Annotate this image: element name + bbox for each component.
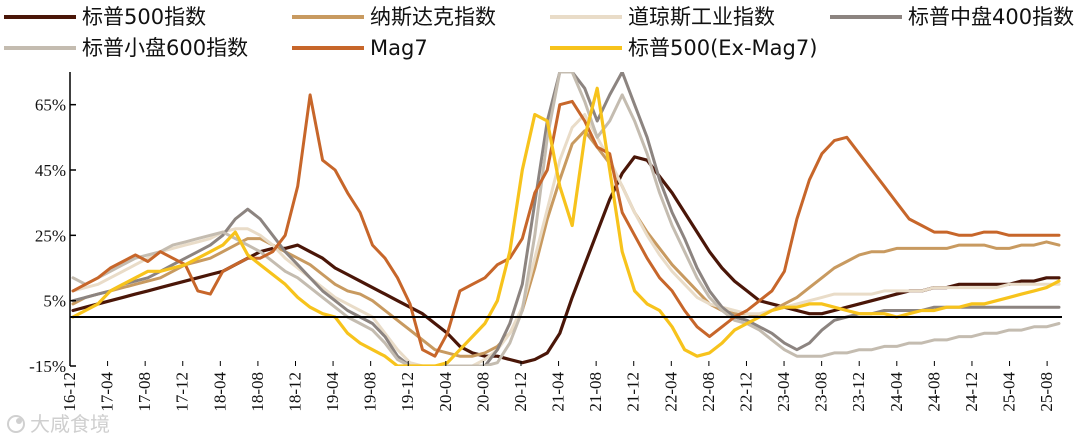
x-tick-label: 19-12 — [398, 372, 417, 412]
x-tick-label: 24-08 — [924, 372, 943, 412]
x-tick-label: 19-04 — [323, 372, 342, 412]
y-tick-label: 45% — [35, 161, 66, 180]
legend-item-2: 纳斯达克指数 — [292, 5, 496, 29]
series-line-3 — [71, 113, 1061, 366]
weibo-logo-icon — [7, 415, 25, 433]
x-tick-label: 18-04 — [210, 372, 229, 412]
x-tick-label: 17-08 — [135, 372, 154, 412]
x-tick-label: 21-08 — [586, 372, 605, 412]
watermark: 大咸食境 — [7, 412, 110, 436]
x-tick-label: 22-04 — [661, 372, 680, 412]
x-tick-label: 17-12 — [173, 372, 192, 412]
series-line-1 — [71, 155, 1061, 365]
legend-item-1: 标普500指数 — [4, 5, 206, 29]
x-tick-label: 18-08 — [248, 372, 267, 412]
series-line-4 — [71, 72, 1061, 366]
x-tick-label: 21-04 — [549, 372, 568, 412]
y-tick-label: 25% — [35, 226, 66, 245]
x-tick-label: 20-08 — [473, 372, 492, 412]
y-tick-label: -15% — [29, 357, 66, 376]
x-tick-label: 25-08 — [1037, 372, 1056, 412]
series-line-7 — [71, 86, 1061, 366]
y-tick-label: 5% — [43, 292, 66, 311]
legend-label: 标普500指数 — [82, 5, 206, 29]
x-tick-label: 24-04 — [887, 372, 906, 412]
legend-label: 纳斯达克指数 — [370, 5, 496, 29]
series-layer — [71, 72, 1061, 366]
x-tick-label: 23-04 — [774, 372, 793, 412]
legend-label: 道琼斯工业指数 — [628, 5, 775, 29]
x-tick-label: 21-12 — [624, 372, 643, 412]
x-tick-label: 25-04 — [1000, 372, 1019, 412]
legend-label: 标普小盘600指数 — [82, 36, 248, 60]
legend-label: Mag7 — [370, 36, 428, 60]
x-tick-label: 23-08 — [812, 372, 831, 412]
legend-label: 标普中盘400指数 — [908, 5, 1074, 29]
x-tick-label: 18-12 — [286, 372, 305, 412]
legend-item-5: 标普小盘600指数 — [4, 36, 248, 60]
series-line-5 — [71, 72, 1061, 366]
x-tick-label: 24-12 — [962, 372, 981, 412]
series-line-6 — [71, 93, 1061, 358]
x-tick-label: 22-08 — [699, 372, 718, 412]
legend-item-7: 标普500(Ex-Mag7) — [550, 36, 817, 60]
legend-item-3: 道琼斯工业指数 — [550, 5, 775, 29]
legend-label: 标普500(Ex-Mag7) — [628, 36, 817, 60]
y-tick-label: 65% — [35, 96, 66, 115]
x-tick-label: 19-08 — [361, 372, 380, 412]
x-tick-label: 20-12 — [511, 372, 530, 412]
x-tick-label: 20-04 — [436, 372, 455, 412]
legend-item-4: 标普中盘400指数 — [830, 5, 1074, 29]
plot-area: 65% 45% 25% 5% -15%16-12 17-04 17-08 17-12 18-04… — [29, 72, 1062, 412]
series-line-2 — [71, 129, 1061, 358]
x-tick-label: 17-04 — [98, 372, 117, 412]
legend-item-6: Mag7 — [292, 36, 428, 60]
x-tick-label: 23-12 — [849, 372, 868, 412]
axes-layer: 65% 45% 25% 5% -15%16-12 17-04 17-08 17-12 18-04… — [29, 72, 1062, 412]
x-tick-label: 22-12 — [737, 372, 756, 412]
watermark-text: 大咸食境 — [30, 412, 110, 436]
x-tick-label: 16-12 — [60, 372, 79, 412]
